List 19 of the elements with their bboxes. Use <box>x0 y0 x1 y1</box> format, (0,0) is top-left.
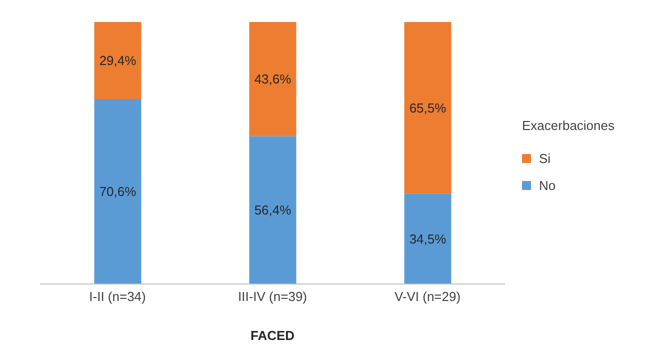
bar <box>94 22 142 100</box>
legend-label: Si <box>539 151 551 166</box>
data-label: 70,6% <box>99 184 137 200</box>
legend-title: Exacerbaciones <box>522 118 614 133</box>
bar <box>249 22 296 136</box>
legend-label: No <box>539 178 556 193</box>
bar <box>94 99 142 284</box>
data-label: 43,6% <box>254 72 292 87</box>
x-axis-title: FACED <box>250 328 295 343</box>
x-tick-label: V-VI (n=29) <box>394 289 461 304</box>
data-label: 65,5% <box>409 100 447 116</box>
bar <box>249 136 296 284</box>
x-tick-label: I-II (n=34) <box>89 289 146 304</box>
data-label: 29,4% <box>99 53 137 68</box>
x-tick-label: III-IV (n=39) <box>238 289 307 304</box>
bar <box>404 22 452 194</box>
data-label: 34,5% <box>409 231 447 246</box>
data-label: 56,4% <box>254 202 292 218</box>
bar <box>404 194 452 284</box>
